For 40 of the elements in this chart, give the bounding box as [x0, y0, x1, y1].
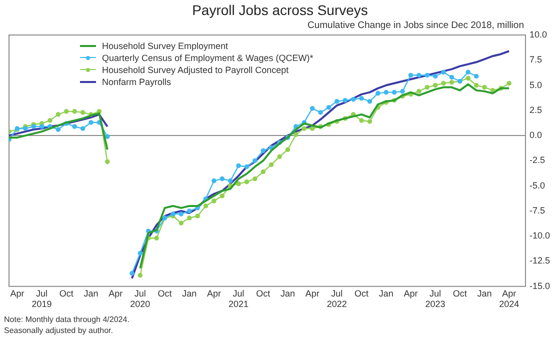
y-tick-label: -2.5 [529, 155, 545, 166]
x-tick-label: Apr [206, 288, 221, 298]
x-tick-label: Oct [354, 288, 370, 298]
y-axis-title: Cumulative Change in Jobs since Dec 2018, million [307, 20, 524, 31]
x-tick-label: Jan [378, 288, 394, 298]
x-tick-label: Apr [10, 288, 24, 298]
x-tick-label: Oct [256, 288, 271, 298]
x-tick-label: Oct [59, 288, 74, 298]
x-tick-label: Jan [280, 288, 295, 298]
x-tick-label: Jul 2023 [425, 288, 446, 310]
y-tick-label: -15.0 [529, 280, 550, 291]
legend-label: Household Survey Employment [102, 41, 228, 51]
x-tick-label: Jul 2021 [228, 288, 249, 310]
y-tick-label: 0.0 [529, 130, 542, 140]
legend-label: Household Survey Adjusted to Payroll Concept [102, 65, 289, 75]
x-tick-label: Jul 2020 [130, 288, 150, 310]
x-tick-label: Jan [477, 288, 492, 298]
x-tick-label: Apr [305, 288, 320, 298]
y-tick-label: 7.5 [529, 54, 542, 65]
chart-title: Payroll Jobs across Surveys [191, 2, 369, 18]
x-tick-label: Apr [404, 288, 418, 298]
text: Seasonally adjusted by author. [4, 325, 114, 336]
x-tick-label: Jul 2019 [32, 288, 52, 310]
x-tick-label: Apr [108, 288, 123, 298]
y-tick-label: 10.0 [529, 29, 548, 40]
text: Note: Monthly data through 4/2024. [4, 314, 130, 325]
y-tick-label: -5.0 [529, 180, 545, 190]
x-tick-label: Jan [84, 288, 98, 298]
legend-label: Nonfarm Payrolls [102, 77, 172, 87]
y-tick-label: -12.5 [529, 256, 550, 266]
x-tick-label: Apr 2024 [499, 288, 520, 310]
y-tick-label: -7.5 [529, 205, 545, 216]
x-tick-label: Oct [452, 288, 468, 298]
legend-label: Quarterly Census of Employment & Wages (QCEW)* [102, 53, 314, 63]
y-tick-label: 2.5 [529, 104, 542, 115]
y-tick-label: 5.0 [529, 80, 542, 90]
x-tick-label: Jul 2022 [326, 288, 347, 310]
x-tick-label: Jan [182, 288, 197, 298]
x-tick-label: Oct [158, 288, 172, 298]
y-tick-label: -10.0 [529, 230, 550, 241]
